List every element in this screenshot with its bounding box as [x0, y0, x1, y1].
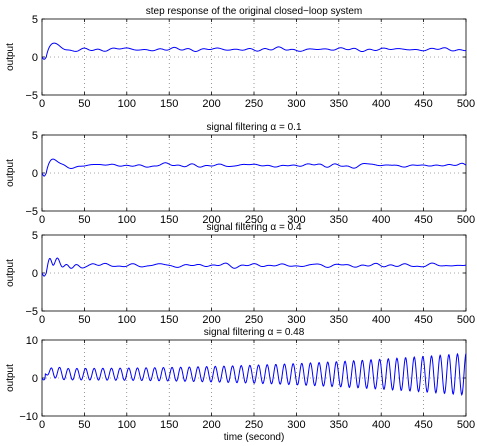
x-tick-label: 0: [39, 419, 45, 431]
x-tick-label: 500: [457, 314, 475, 326]
x-tick-label: 100: [118, 98, 136, 110]
x-tick-label: 350: [330, 314, 348, 326]
x-tick-label: 100: [118, 214, 136, 226]
x-tick-label: 250: [245, 314, 263, 326]
x-tick-label: 0: [39, 314, 45, 326]
y-tick-label: −10: [19, 411, 38, 423]
subplot-title: step response of the original closed−loo…: [146, 6, 363, 17]
y-tick-label: 0: [32, 52, 38, 64]
x-tick-label: 100: [118, 314, 136, 326]
y-tick-label: 5: [32, 230, 38, 242]
y-tick-label: −5: [25, 206, 38, 218]
x-tick-label: 400: [372, 98, 390, 110]
y-axis-label: output: [5, 159, 16, 187]
series-line: [41, 158, 467, 177]
x-tick-label: 300: [287, 214, 305, 226]
series-line: [41, 352, 467, 396]
x-tick-label: 500: [457, 214, 475, 226]
y-tick-label: 5: [32, 130, 38, 142]
x-tick-label: 450: [414, 214, 432, 226]
series-line: [41, 257, 467, 277]
x-tick-label: 50: [78, 419, 90, 431]
y-tick-label: 0: [32, 373, 38, 385]
x-tick-label: 350: [330, 98, 348, 110]
x-tick-label: 250: [245, 214, 263, 226]
x-tick-label: 450: [414, 419, 432, 431]
x-tick-label: 300: [287, 98, 305, 110]
subplot-3: 0 50 100 150 200 250 300 350 400 450 500−505signal…: [5, 222, 475, 326]
x-tick-label: 0: [39, 98, 45, 110]
x-tick-label: 150: [160, 98, 178, 110]
y-tick-label: −5: [25, 90, 38, 102]
x-tick-label: 350: [330, 214, 348, 226]
x-tick-label: 200: [202, 98, 220, 110]
x-tick-label: 400: [372, 214, 390, 226]
x-tick-label: 100: [118, 419, 136, 431]
x-tick-label: 500: [457, 98, 475, 110]
x-tick-label: 50: [78, 314, 90, 326]
x-tick-label: 200: [202, 314, 220, 326]
y-axis-label: output: [5, 259, 16, 287]
subplot-2: 0 50 100 150 200 250 300 350 400 450 500−505signal…: [5, 122, 475, 226]
x-tick-label: 200: [202, 214, 220, 226]
x-tick-label: 400: [372, 314, 390, 326]
y-tick-label: −5: [25, 306, 38, 318]
x-axis-label: time (second): [224, 432, 285, 443]
x-tick-label: 150: [160, 214, 178, 226]
x-tick-label: 200: [202, 419, 220, 431]
x-tick-label: 150: [160, 314, 178, 326]
x-tick-label: 500: [457, 419, 475, 431]
y-tick-label: 0: [32, 168, 38, 180]
x-tick-label: 400: [372, 419, 390, 431]
x-tick-label: 150: [160, 419, 178, 431]
x-tick-label: 50: [78, 214, 90, 226]
y-tick-label: 5: [32, 14, 38, 26]
series-line: [41, 42, 467, 60]
x-tick-label: 300: [287, 419, 305, 431]
y-tick-label: 0: [32, 268, 38, 280]
x-tick-label: 350: [330, 419, 348, 431]
x-tick-label: 250: [245, 419, 263, 431]
y-axis-label: output: [5, 43, 16, 71]
x-tick-label: 300: [287, 314, 305, 326]
y-axis-label: output: [5, 364, 16, 392]
x-tick-label: 0: [39, 214, 45, 226]
x-tick-label: 50: [78, 98, 90, 110]
subplot-title: signal filtering α = 0.48: [204, 327, 305, 338]
x-tick-label: 450: [414, 314, 432, 326]
subplot-4: 0 50 100 150 200 250 300 350 400 450 500−10010sign…: [5, 327, 475, 443]
x-tick-label: 250: [245, 98, 263, 110]
x-tick-label: 450: [414, 98, 432, 110]
subplot-title: signal filtering α = 0.1: [207, 122, 302, 133]
subplot-title: signal filtering α = 0.4: [207, 222, 302, 233]
y-tick-label: 10: [26, 335, 38, 347]
